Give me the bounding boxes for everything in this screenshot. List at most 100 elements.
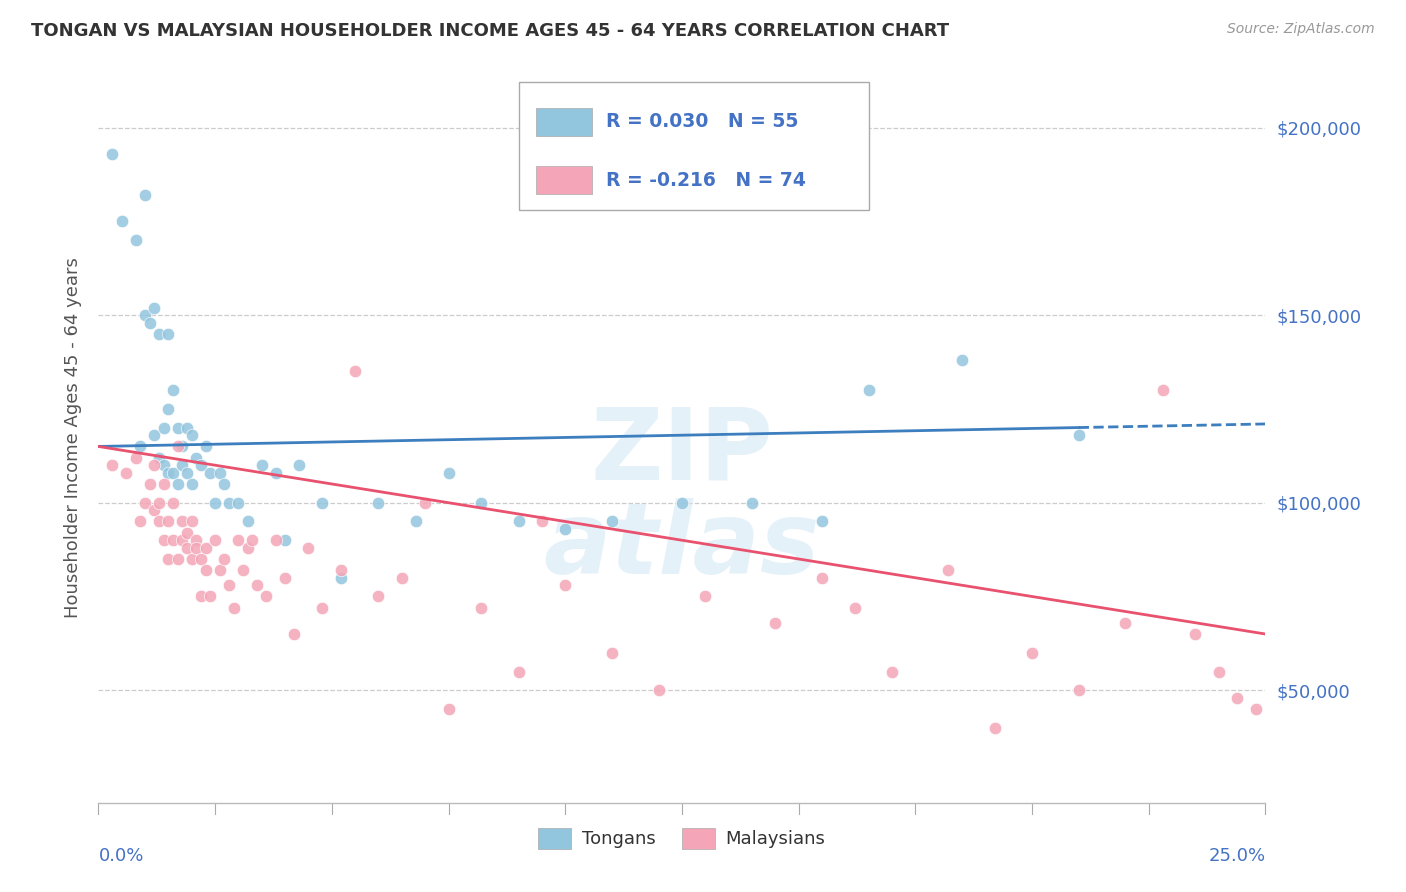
Point xyxy=(1067,683,1090,698)
Text: 0.0%: 0.0% xyxy=(98,847,143,864)
Point xyxy=(242,533,264,548)
Point xyxy=(190,590,212,604)
Point xyxy=(367,590,389,604)
Point xyxy=(671,496,693,510)
Point xyxy=(256,590,278,604)
Point xyxy=(186,541,208,555)
Point xyxy=(190,458,212,473)
Point xyxy=(134,188,156,202)
Point xyxy=(246,578,269,592)
Point xyxy=(344,364,367,378)
Point xyxy=(172,533,194,548)
Text: ZIP: ZIP xyxy=(591,403,773,500)
Point xyxy=(148,450,170,465)
Point xyxy=(1226,690,1249,705)
Point xyxy=(101,458,124,473)
FancyBboxPatch shape xyxy=(519,82,869,211)
Point xyxy=(437,466,460,480)
Point xyxy=(1021,646,1043,660)
Legend: Tongans, Malaysians: Tongans, Malaysians xyxy=(531,821,832,856)
Point xyxy=(200,466,222,480)
Point xyxy=(600,646,623,660)
Point xyxy=(222,600,245,615)
Point xyxy=(250,458,273,473)
Point xyxy=(405,515,427,529)
Point xyxy=(554,578,576,592)
Point xyxy=(228,533,250,548)
Point xyxy=(190,552,212,566)
Point xyxy=(530,515,553,529)
Point xyxy=(111,214,134,228)
Point xyxy=(152,533,174,548)
Point xyxy=(115,466,138,480)
Point xyxy=(143,458,166,473)
Point xyxy=(508,665,530,679)
Point xyxy=(274,571,297,585)
FancyBboxPatch shape xyxy=(536,108,592,136)
Point xyxy=(134,308,156,322)
Point xyxy=(214,477,236,491)
Point xyxy=(186,533,208,548)
Point xyxy=(741,496,763,510)
Point xyxy=(811,571,834,585)
Point xyxy=(162,533,184,548)
Point xyxy=(311,496,333,510)
Point xyxy=(437,702,460,716)
Point xyxy=(134,496,156,510)
Point xyxy=(936,563,959,577)
Point xyxy=(950,353,973,368)
Point xyxy=(208,563,231,577)
Point xyxy=(166,552,188,566)
Point xyxy=(264,533,287,548)
Point xyxy=(152,458,174,473)
Point xyxy=(763,615,786,630)
Point xyxy=(180,515,202,529)
Point xyxy=(129,440,152,454)
Point xyxy=(172,515,194,529)
Point xyxy=(204,496,226,510)
Point xyxy=(139,316,162,330)
Point xyxy=(180,477,202,491)
Point xyxy=(811,515,834,529)
Text: 25.0%: 25.0% xyxy=(1208,847,1265,864)
Y-axis label: Householder Income Ages 45 - 64 years: Householder Income Ages 45 - 64 years xyxy=(63,257,82,617)
Point xyxy=(297,541,319,555)
Point xyxy=(176,420,198,434)
Point xyxy=(330,571,353,585)
Point xyxy=(176,466,198,480)
Point xyxy=(274,533,297,548)
Point xyxy=(186,450,208,465)
Point xyxy=(162,496,184,510)
Point xyxy=(228,496,250,510)
Point xyxy=(194,563,217,577)
Point xyxy=(143,428,166,442)
Point xyxy=(157,466,180,480)
Point xyxy=(129,515,152,529)
Point xyxy=(200,590,222,604)
Point xyxy=(218,578,240,592)
Point xyxy=(470,600,492,615)
Point xyxy=(157,401,180,416)
Point xyxy=(157,552,180,566)
Text: TONGAN VS MALAYSIAN HOUSEHOLDER INCOME AGES 45 - 64 YEARS CORRELATION CHART: TONGAN VS MALAYSIAN HOUSEHOLDER INCOME A… xyxy=(31,22,949,40)
Point xyxy=(148,496,170,510)
Point xyxy=(1152,383,1174,397)
Point xyxy=(101,147,124,161)
Point xyxy=(152,477,174,491)
FancyBboxPatch shape xyxy=(536,167,592,194)
Point xyxy=(983,721,1005,735)
Point xyxy=(647,683,669,698)
Point xyxy=(172,458,194,473)
Point xyxy=(288,458,311,473)
Point xyxy=(157,515,180,529)
Point xyxy=(125,450,148,465)
Point xyxy=(858,383,880,397)
Point xyxy=(311,600,333,615)
Point xyxy=(166,477,188,491)
Point xyxy=(391,571,413,585)
Point xyxy=(1114,615,1136,630)
Point xyxy=(236,541,259,555)
Point xyxy=(1244,702,1267,716)
Point xyxy=(600,515,623,529)
Point xyxy=(148,515,170,529)
